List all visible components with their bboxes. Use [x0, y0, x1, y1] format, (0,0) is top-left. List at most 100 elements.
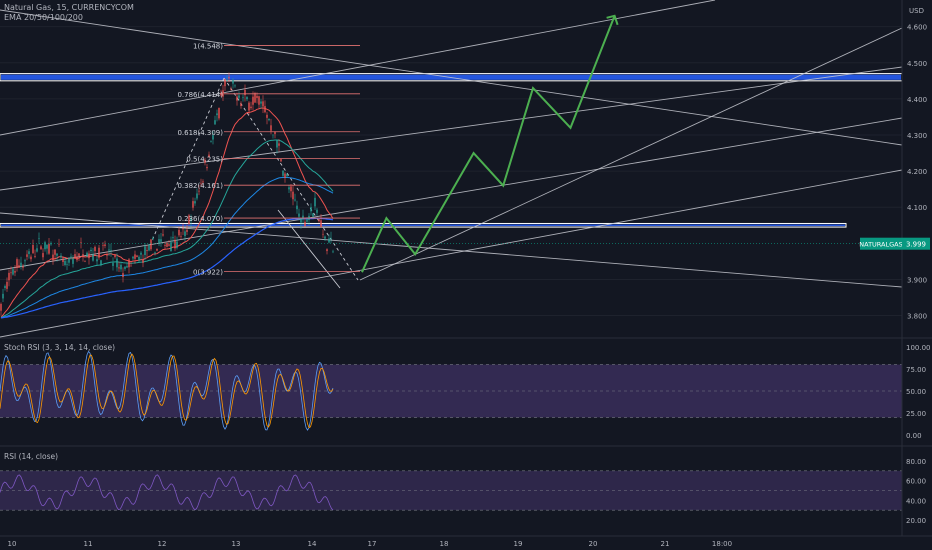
candle-body — [206, 167, 208, 169]
fib-level-label: 0.236(4.070) — [177, 215, 223, 223]
candle-body — [176, 241, 178, 248]
candle-body — [284, 173, 286, 179]
candles — [0, 72, 334, 316]
candle-body — [64, 260, 66, 266]
candle-body — [68, 257, 70, 263]
time-tick: 12 — [158, 540, 167, 548]
candle-body — [244, 89, 246, 96]
candle-body — [52, 254, 54, 261]
candle-body — [160, 239, 162, 242]
ema-legend: EMA 20/50/100/200 — [4, 12, 83, 22]
candle-body — [42, 253, 44, 258]
time-tick: 18 — [440, 540, 449, 548]
ema-line — [0, 139, 334, 319]
price-tag-text: 3.999 — [906, 241, 926, 249]
candle-body — [66, 264, 68, 265]
trend-line — [0, 0, 716, 136]
projection-line — [361, 15, 616, 273]
time-tick: 17 — [368, 540, 377, 548]
chart-header: Natural Gas, 15, CURRENCYCOM EMA 20/50/1… — [4, 3, 134, 22]
trend-line — [359, 27, 903, 281]
candle-body — [270, 125, 272, 131]
fib-level-label: 0.382(4.161) — [177, 182, 223, 190]
candle-body — [142, 259, 144, 263]
symbol-title: Natural Gas, 15, CURRENCYCOM — [4, 3, 134, 12]
candle-body — [136, 255, 138, 258]
rsi-tick: 40.00 — [906, 497, 926, 505]
candle-body — [170, 242, 172, 252]
candle-body — [6, 281, 8, 289]
support-zone-border — [0, 222, 847, 228]
candle-body — [180, 236, 182, 237]
candle-body — [58, 243, 60, 245]
candle-body — [188, 215, 190, 224]
ema-lines — [0, 107, 334, 319]
price-tick: 4.500 — [907, 60, 927, 68]
candle-body — [182, 228, 184, 230]
candle-body — [296, 205, 298, 210]
candle-body — [326, 249, 328, 252]
candle-body — [48, 243, 50, 254]
trend-line — [0, 169, 903, 338]
candle-body — [312, 213, 314, 217]
candle-body — [124, 266, 126, 269]
candle-body — [332, 251, 334, 253]
candle-body — [166, 242, 168, 247]
fib-retracement[interactable]: 1(4.548) 0.786(4.414) 0.618(4.309) 0.5(4.23… — [177, 42, 360, 277]
candle-body — [70, 256, 72, 259]
symbol-price-tag: NATURALGAS 3.999 — [0, 237, 930, 250]
price-tick: 4.400 — [907, 96, 927, 104]
candle-body — [4, 286, 6, 289]
candle-body — [252, 96, 254, 105]
candle-body — [118, 267, 120, 269]
stoch-tick: 0.00 — [906, 432, 922, 440]
candle-body — [208, 154, 210, 158]
stoch-tick: 75.00 — [906, 366, 926, 374]
trend-line — [0, 212, 903, 288]
candle-body — [98, 247, 100, 258]
fib-diagonal — [149, 77, 225, 246]
candle-body — [224, 79, 226, 87]
candle-body — [222, 90, 224, 97]
candle-body — [290, 186, 292, 192]
candle-body — [16, 259, 18, 268]
candle-body — [132, 256, 134, 259]
candle-body — [2, 293, 4, 299]
candle-body — [76, 256, 78, 261]
candle-body — [194, 201, 196, 204]
candle-body — [278, 143, 280, 146]
time-tick: 20 — [589, 540, 598, 548]
candle-body — [274, 131, 276, 135]
candle-body — [138, 256, 140, 261]
candle-body — [94, 246, 96, 252]
candle-body — [300, 218, 302, 223]
candle-body — [226, 79, 228, 81]
fib-level-label: 1(4.548) — [193, 42, 223, 50]
candle-body — [216, 113, 218, 116]
candle-body — [196, 193, 198, 199]
candle-body — [268, 118, 270, 121]
candle-body — [32, 244, 34, 254]
zones-layer — [0, 73, 903, 228]
candle-body — [214, 120, 216, 125]
time-tick: 19 — [514, 540, 523, 548]
candle-body — [106, 255, 108, 256]
candle-body — [236, 96, 238, 101]
candle-body — [192, 201, 194, 208]
candle-body — [210, 141, 212, 142]
candle-body — [304, 221, 306, 226]
candle-body — [10, 272, 12, 274]
candle-body — [164, 244, 166, 246]
candle-body — [190, 218, 192, 222]
candle-body — [54, 249, 56, 255]
candle-body — [158, 239, 160, 243]
candle-body — [88, 253, 90, 259]
candle-body — [62, 258, 64, 262]
price-tick: 4.200 — [907, 168, 927, 176]
candle-body — [162, 234, 164, 236]
candle-body — [128, 259, 130, 268]
price-tick: 3.900 — [907, 276, 927, 284]
candle-body — [294, 199, 296, 201]
candle-body — [110, 249, 112, 251]
